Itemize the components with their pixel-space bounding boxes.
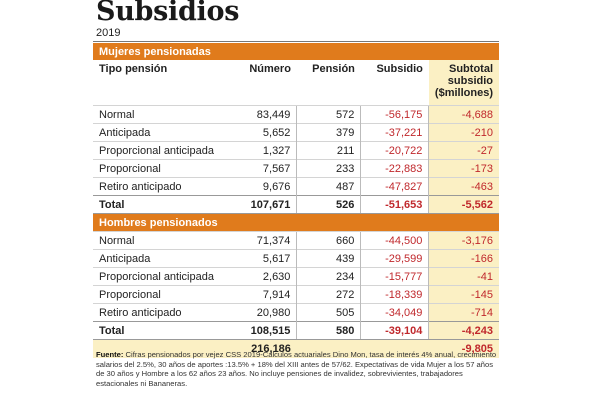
cell-numero: 5,617 xyxy=(232,249,297,268)
total-numero: 107,671 xyxy=(232,195,297,214)
table-row: Proporcional 7,914 272 -18,339 -145 xyxy=(93,285,499,304)
cell-tipo: Proporcional anticipada xyxy=(93,267,233,286)
table-row: Anticipada 5,617 439 -29,599 -166 xyxy=(93,249,499,268)
cell-numero: 5,652 xyxy=(232,123,297,142)
total-numero: 108,515 xyxy=(232,321,297,340)
grand-numero: 216,186 xyxy=(232,339,297,358)
cell-pension: 487 xyxy=(296,177,361,196)
cell-pension: 505 xyxy=(296,303,361,322)
cell-numero: 7,914 xyxy=(232,285,297,304)
col-subtotal-l3: ($millones) xyxy=(434,87,493,99)
cell-tipo: Anticipada xyxy=(93,123,233,142)
cell-pension: 379 xyxy=(296,123,361,142)
total-subtotal: -5,562 xyxy=(428,195,499,214)
cell-numero: 7,567 xyxy=(232,159,297,178)
cell-subsidio: -22,883 xyxy=(360,159,429,178)
table-row: Retiro anticipado 20,980 505 -34,049 -714 xyxy=(93,303,499,322)
grand-blank-3 xyxy=(360,339,429,358)
subsidies-table: Mujeres pensionadas Tipo pensión Número … xyxy=(93,43,499,358)
cell-subsidio: -20,722 xyxy=(360,141,429,160)
col-subtotal: Subtotal subsidio ($millones) xyxy=(428,60,499,106)
cell-numero: 83,449 xyxy=(232,105,297,124)
cell-subtotal: -714 xyxy=(428,303,499,322)
table-row: Proporcional anticipada 1,327 211 -20,722 -2… xyxy=(93,141,499,160)
section-header-mujeres: Mujeres pensionadas xyxy=(93,43,499,60)
section-title: Mujeres pensionadas xyxy=(93,43,429,60)
table-row: Anticipada 5,652 379 -37,221 -210 xyxy=(93,123,499,142)
cell-subtotal: -4,688 xyxy=(428,105,499,124)
grand-blank-2 xyxy=(296,339,361,358)
total-label: Total xyxy=(93,195,233,214)
cell-subtotal: -27 xyxy=(428,141,499,160)
table-row: Normal 83,449 572 -56,175 -4,688 xyxy=(93,105,499,124)
cell-subsidio: -15,777 xyxy=(360,267,429,286)
cell-pension: 211 xyxy=(296,141,361,160)
divider xyxy=(93,41,499,42)
year-label: 2019 xyxy=(96,27,121,39)
grand-blank xyxy=(93,339,233,358)
grand-total-row: 216,186 -9,805 xyxy=(93,339,499,358)
cell-tipo: Proporcional xyxy=(93,285,233,304)
col-subsidio: Subsidio xyxy=(376,63,423,75)
cell-numero: 71,374 xyxy=(232,231,297,250)
cell-numero: 9,676 xyxy=(232,177,297,196)
table-row: Proporcional anticipada 2,630 234 -15,777 -4… xyxy=(93,267,499,286)
cell-subtotal: -3,176 xyxy=(428,231,499,250)
cell-subsidio: -47,827 xyxy=(360,177,429,196)
cell-subtotal: -166 xyxy=(428,249,499,268)
cell-tipo: Proporcional anticipada xyxy=(93,141,233,160)
col-numero: Número xyxy=(249,63,291,75)
cell-numero: 2,630 xyxy=(232,267,297,286)
page-title: Subsidios xyxy=(96,0,240,27)
cell-tipo: Normal xyxy=(93,231,233,250)
col-subtotal-l2: subsidio xyxy=(447,75,493,87)
grand-subtotal: -9,805 xyxy=(428,339,499,358)
cell-tipo: Retiro anticipado xyxy=(93,303,233,322)
cell-subtotal: -41 xyxy=(428,267,499,286)
cell-pension: 439 xyxy=(296,249,361,268)
cell-pension: 660 xyxy=(296,231,361,250)
cell-tipo: Anticipada xyxy=(93,249,233,268)
cell-subsidio: -44,500 xyxy=(360,231,429,250)
cell-pension: 234 xyxy=(296,267,361,286)
col-pension: Pensión xyxy=(312,63,355,75)
cell-subtotal: -173 xyxy=(428,159,499,178)
total-row: Total 108,515 580 -39,104 -4,243 xyxy=(93,321,499,340)
cell-subtotal: -145 xyxy=(428,285,499,304)
cell-subsidio: -37,221 xyxy=(360,123,429,142)
table-row: Retiro anticipado 9,676 487 -47,827 -463 xyxy=(93,177,499,196)
cell-subsidio: -56,175 xyxy=(360,105,429,124)
cell-tipo: Normal xyxy=(93,105,233,124)
col-tipo: Tipo pensión xyxy=(99,63,168,75)
total-pension: 526 xyxy=(296,195,361,214)
total-subsidio: -51,653 xyxy=(360,195,429,214)
section-title: Hombres pensionados xyxy=(93,213,499,232)
footnote-text: Cifras pensionados por vejez CSS 2019-Cá… xyxy=(96,350,497,388)
cell-tipo: Proporcional xyxy=(93,159,233,178)
section-header-hombres: Hombres pensionados xyxy=(93,213,499,232)
total-subsidio: -39,104 xyxy=(360,321,429,340)
cell-pension: 272 xyxy=(296,285,361,304)
cell-subsidio: -34,049 xyxy=(360,303,429,322)
total-row: Total 107,671 526 -51,653 -5,562 xyxy=(93,195,499,214)
cell-subsidio: -29,599 xyxy=(360,249,429,268)
total-label: Total xyxy=(93,321,233,340)
table-row: Proporcional 7,567 233 -22,883 -173 xyxy=(93,159,499,178)
cell-pension: 233 xyxy=(296,159,361,178)
cell-pension: 572 xyxy=(296,105,361,124)
footnote: Fuente: Cifras pensionados por vejez CSS… xyxy=(96,350,498,388)
cell-tipo: Retiro anticipado xyxy=(93,177,233,196)
total-subtotal: -4,243 xyxy=(428,321,499,340)
footnote-label: Fuente: xyxy=(96,350,124,359)
cell-subtotal: -210 xyxy=(428,123,499,142)
cell-subsidio: -18,339 xyxy=(360,285,429,304)
cell-numero: 1,327 xyxy=(232,141,297,160)
cell-numero: 20,980 xyxy=(232,303,297,322)
table-row: Normal 71,374 660 -44,500 -3,176 xyxy=(93,231,499,250)
column-header-row: Tipo pensión Número Pensión Subsidio Sub… xyxy=(93,60,499,106)
total-pension: 580 xyxy=(296,321,361,340)
col-subtotal-l1: Subtotal xyxy=(449,63,493,75)
cell-subtotal: -463 xyxy=(428,177,499,196)
